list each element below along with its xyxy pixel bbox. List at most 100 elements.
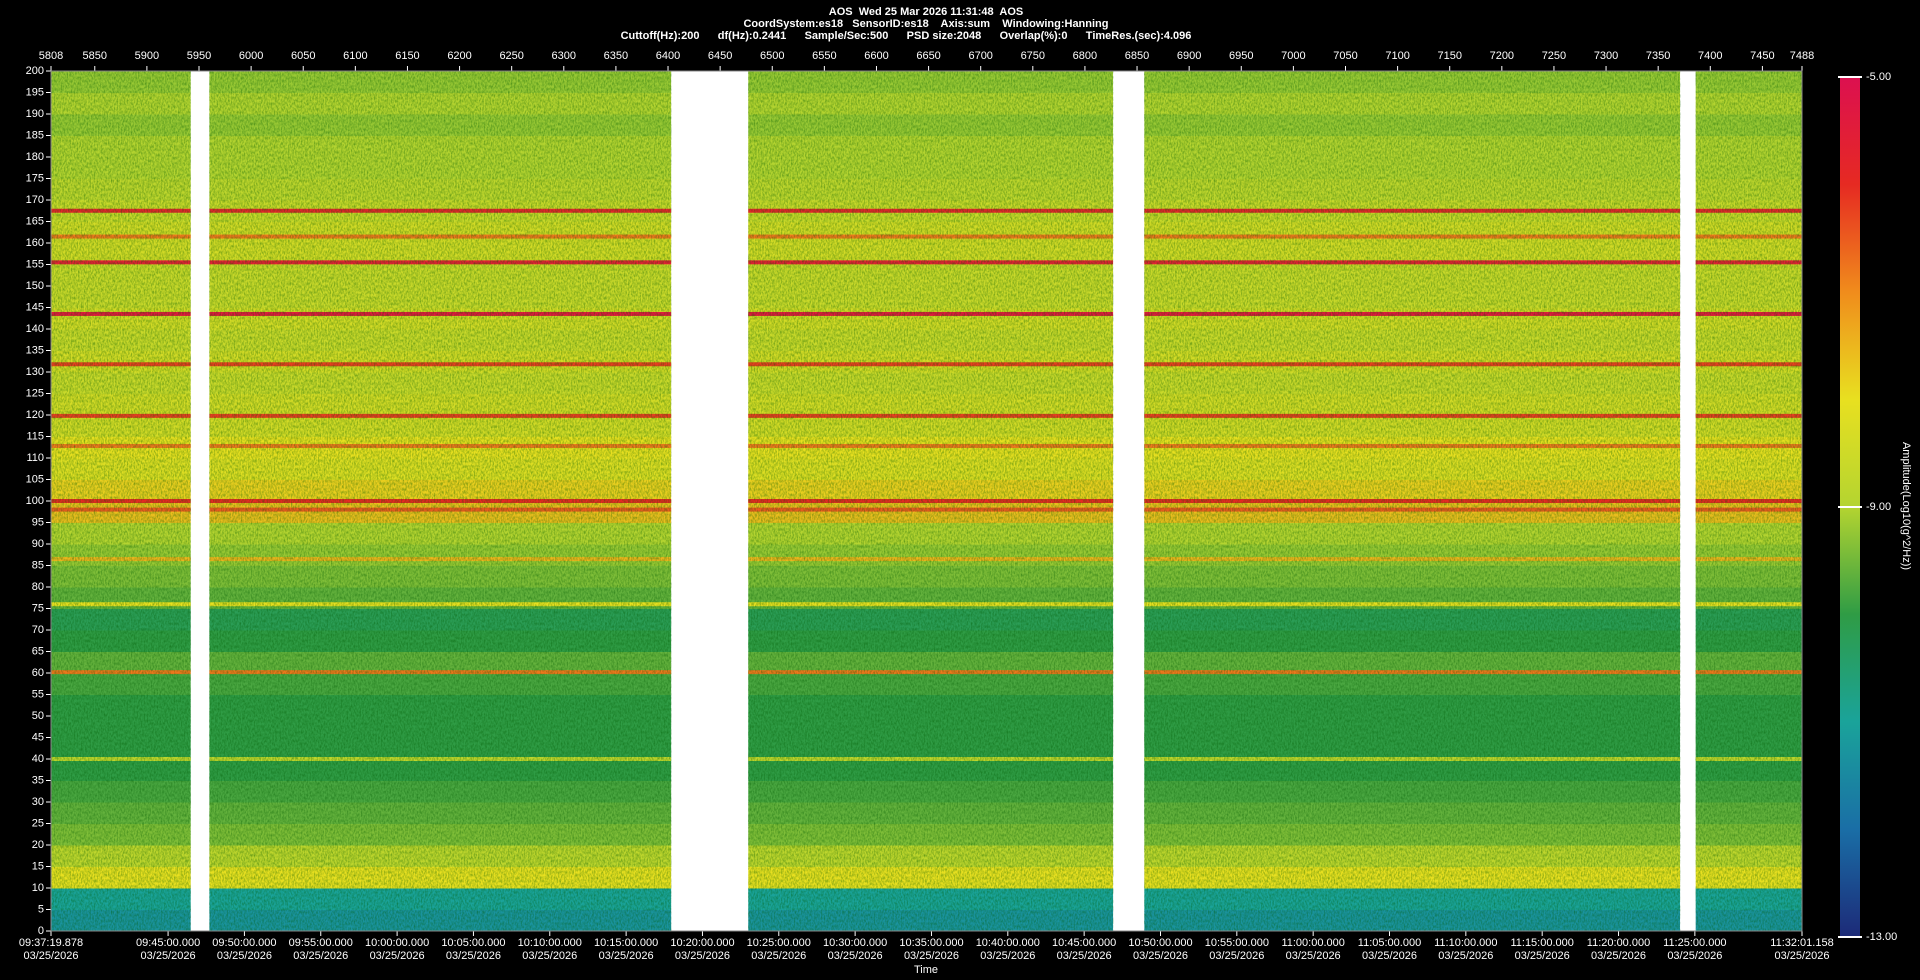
- time-tick-date: 03/25/2026: [980, 950, 1035, 962]
- time-tick-label: 09:55:00.000: [289, 937, 353, 949]
- time-tick-date: 03/25/2026: [1515, 950, 1570, 962]
- time-tick-date: 03/25/2026: [1667, 950, 1722, 962]
- x-tick-label: 7150: [1437, 50, 1461, 62]
- x-tick-label: 7000: [1281, 50, 1305, 62]
- x-tick-label: 6500: [760, 50, 784, 62]
- y-tick-label: 20: [32, 839, 44, 851]
- y-tick-label: 190: [26, 108, 44, 120]
- y-tick-label: 80: [32, 581, 44, 593]
- time-tick-label: 09:37:19.878: [19, 937, 83, 949]
- x-tick-label: 6850: [1125, 50, 1149, 62]
- y-tick-label: 95: [32, 516, 44, 528]
- y-tick-label: 50: [32, 710, 44, 722]
- y-tick-label: 35: [32, 774, 44, 786]
- x-tick-label: 7400: [1698, 50, 1722, 62]
- time-tick-date: 03/25/2026: [828, 950, 883, 962]
- colorbar-tick-label: -5.00: [1866, 71, 1891, 83]
- time-tick-label: 11:00:00.000: [1281, 937, 1344, 949]
- time-tick-label: 11:15:00.000: [1510, 937, 1573, 949]
- y-tick-label: 0: [38, 925, 44, 937]
- y-tick-label: 10: [32, 882, 44, 894]
- y-tick-label: 130: [26, 366, 44, 378]
- time-tick-label: 09:50:00.000: [212, 937, 276, 949]
- time-tick-date: 03/25/2026: [522, 950, 577, 962]
- texture: [1695, 71, 1802, 931]
- time-tick-date: 03/25/2026: [141, 950, 196, 962]
- time-tick-label: 11:25:00.000: [1663, 937, 1726, 949]
- time-tick-date: 03/25/2026: [293, 950, 348, 962]
- y-tick-label: 100: [26, 495, 44, 507]
- time-tick-label: 09:45:00.000: [136, 937, 200, 949]
- x-tick-label: 6400: [656, 50, 680, 62]
- time-tick-date: 03/25/2026: [1209, 950, 1264, 962]
- y-tick-label: 65: [32, 645, 44, 657]
- y-tick-label: 110: [26, 452, 44, 464]
- x-tick-label: 6800: [1073, 50, 1097, 62]
- y-tick-label: 115: [26, 430, 44, 442]
- segment: [51, 71, 191, 932]
- x-tick-label: 7100: [1385, 50, 1409, 62]
- time-tick-date: 03/25/2026: [904, 950, 959, 962]
- y-tick-label: 170: [26, 194, 44, 206]
- y-tick-label: 45: [32, 731, 44, 743]
- y-tick-label: 75: [32, 602, 44, 614]
- time-tick-label: 11:10:00.000: [1434, 937, 1497, 949]
- time-tick-label: 10:55:00.000: [1205, 937, 1269, 949]
- time-tick-label: 11:20:00.000: [1587, 937, 1650, 949]
- time-tick-date: 03/25/2026: [446, 950, 501, 962]
- y-tick-label: 155: [26, 258, 44, 270]
- segment: [209, 71, 672, 932]
- y-tick-label: 15: [32, 860, 44, 872]
- y-tick-label: 165: [26, 215, 44, 227]
- x-tick-label: 6600: [864, 50, 888, 62]
- colorbar-tick-label: -13.00: [1866, 931, 1897, 943]
- time-tick-date: 03/25/2026: [217, 950, 272, 962]
- y-tick-label: 150: [26, 280, 44, 292]
- time-tick-date: 03/25/2026: [751, 950, 806, 962]
- x-axis-label: Time: [914, 964, 938, 976]
- y-tick-label: 120: [26, 409, 44, 421]
- x-tick-label: 7350: [1646, 50, 1670, 62]
- y-tick-label: 125: [26, 387, 44, 399]
- x-tick-label: 6900: [1177, 50, 1201, 62]
- y-tick-label: 30: [32, 796, 44, 808]
- time-tick-label: 10:25:00.000: [747, 937, 811, 949]
- time-tick-label: 10:30:00.000: [823, 937, 887, 949]
- time-tick-label: 10:40:00.000: [976, 937, 1040, 949]
- x-tick-label: 6300: [552, 50, 576, 62]
- time-tick-date: 03/25/2026: [1774, 950, 1829, 962]
- y-tick-label: 160: [26, 237, 44, 249]
- time-tick-date: 03/25/2026: [1133, 950, 1188, 962]
- x-tick-label: 6650: [916, 50, 940, 62]
- y-tick-label: 140: [26, 323, 44, 335]
- plot-frame: [50, 70, 1803, 932]
- segment: [748, 71, 1114, 932]
- y-tick-label: 85: [32, 559, 44, 571]
- time-tick-date: 03/25/2026: [23, 950, 78, 962]
- y-tick-label: 70: [32, 624, 44, 636]
- time-tick-label: 10:45:00.000: [1052, 937, 1116, 949]
- x-tick-label: 5808: [39, 50, 63, 62]
- y-tick-label: 105: [26, 473, 44, 485]
- x-tick-label: 6150: [395, 50, 419, 62]
- y-tick-label: 55: [32, 688, 44, 700]
- x-tick-label: 7250: [1542, 50, 1566, 62]
- time-tick-date: 03/25/2026: [1057, 950, 1112, 962]
- colorbar-label: Amplitude(Log10(g^2/Hz)): [1900, 442, 1912, 570]
- y-tick-label: 90: [32, 538, 44, 550]
- x-tick-label: 7488: [1790, 50, 1814, 62]
- x-tick-label: 7200: [1490, 50, 1514, 62]
- time-tick-date: 03/25/2026: [1438, 950, 1493, 962]
- y-tick-label: 40: [32, 753, 44, 765]
- y-tick-label: 25: [32, 817, 44, 829]
- y-tick-label: 185: [26, 129, 44, 141]
- time-tick-date: 03/25/2026: [1362, 950, 1417, 962]
- time-tick-label: 11:32:01.158: [1770, 937, 1833, 949]
- x-tick-label: 6200: [447, 50, 471, 62]
- time-tick-date: 03/25/2026: [599, 950, 654, 962]
- texture: [1144, 71, 1681, 931]
- title-line: AOS Wed 25 Mar 2026 11:31:48 AOS: [829, 6, 1023, 18]
- x-tick-label: 6550: [812, 50, 836, 62]
- x-tick-label: 6450: [708, 50, 732, 62]
